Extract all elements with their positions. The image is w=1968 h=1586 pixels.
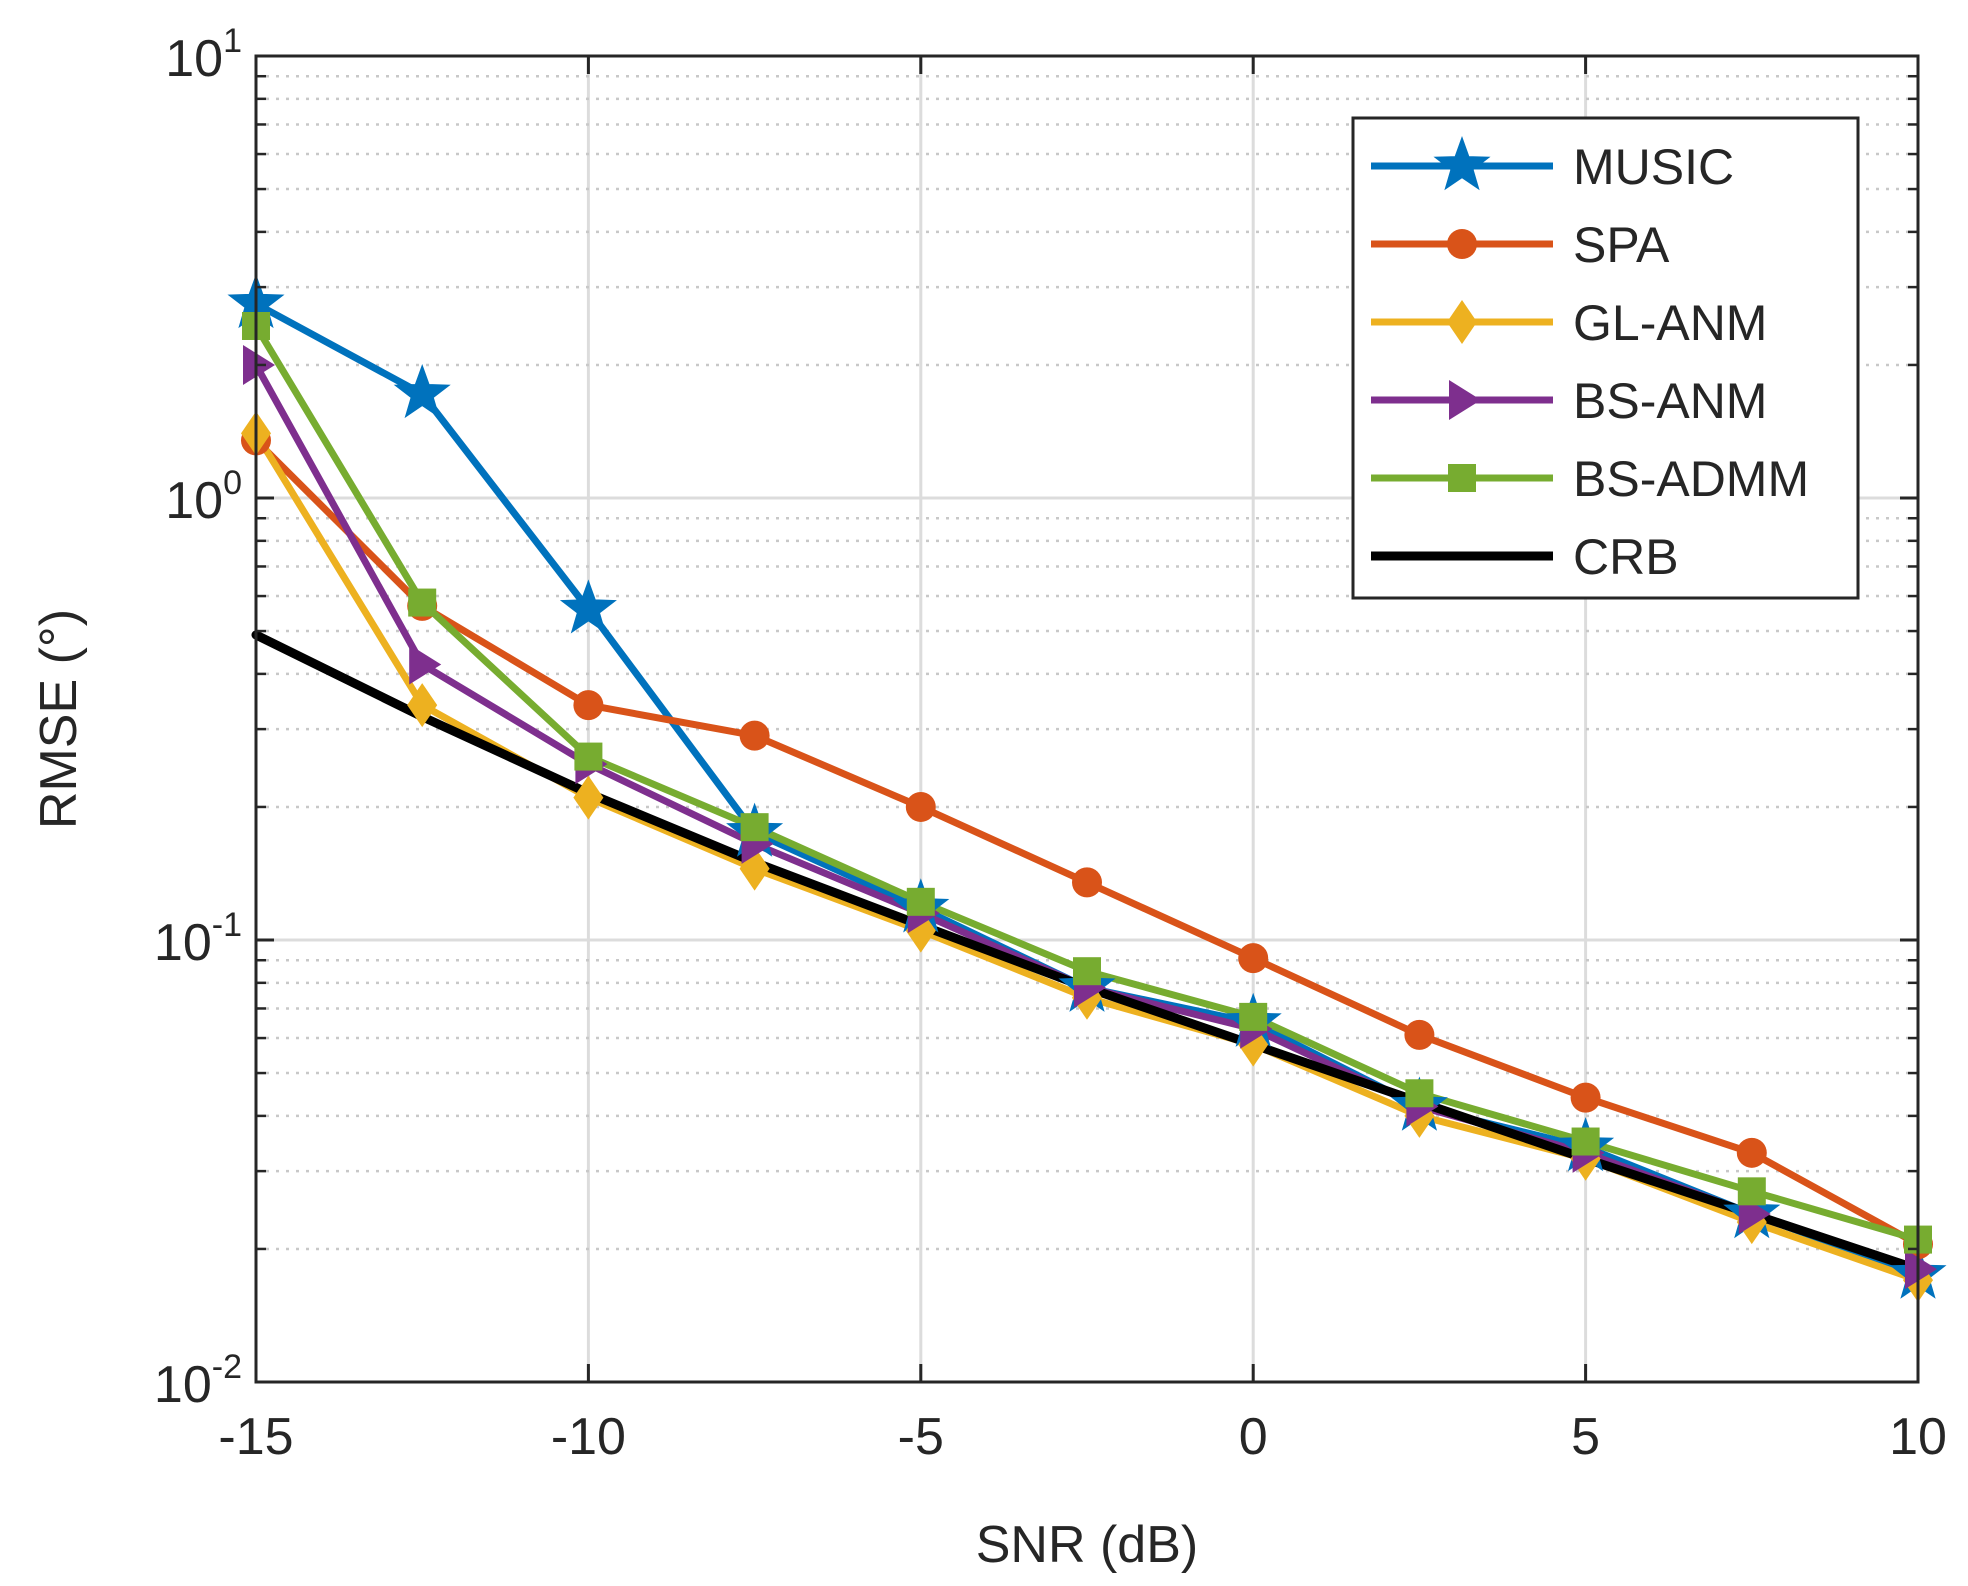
y-tick-label: 10-2 [154, 1348, 242, 1414]
axis-ticks [254, 54, 1920, 1384]
y-axis-label-text: RMSE ( [30, 646, 88, 829]
x-tick-label: 0 [1239, 1408, 1268, 1466]
data-point-spa [905, 791, 936, 822]
legend-label-bs-admm: BS-ADMM [1573, 451, 1809, 507]
data-point-spa [1404, 1019, 1435, 1050]
data-point-bs-admm [1571, 1127, 1600, 1156]
data-point-gl-anm [573, 775, 604, 820]
legend-label-bs-anm: BS-ANM [1573, 373, 1767, 429]
data-point-gl-anm [407, 683, 438, 728]
legend-marker-spa [1447, 229, 1477, 259]
data-point-bs-admm [1405, 1079, 1434, 1108]
y-axis-label-unit: ° [30, 626, 88, 647]
data-point-music [393, 363, 451, 419]
legend-box [1351, 116, 1860, 600]
data-point-bs-admm [906, 887, 935, 916]
legend-label-crb: CRB [1573, 529, 1679, 585]
data-point-bs-admm [574, 742, 603, 771]
data-point-spa [573, 690, 604, 721]
data-point-spa [1072, 867, 1102, 898]
legend-marker-bs-anm [1449, 380, 1481, 420]
y-axis-label: RMSE (°) [30, 609, 88, 829]
legend-label-gl-anm: GL-ANM [1573, 295, 1767, 351]
data-point-bs-admm [1737, 1177, 1766, 1206]
x-axis-label: SNR (dB) [976, 1516, 1198, 1574]
data-point-spa [1238, 943, 1269, 974]
data-point-spa [739, 720, 770, 751]
tick-labels: -15 -10 -5 0 5 10 101 100 10-1 10-2 [154, 22, 1947, 1466]
legend-marker-music [1433, 136, 1491, 191]
data-point-bs-admm [1073, 957, 1101, 986]
y-tick-label: 10-1 [154, 906, 242, 972]
x-tick-label: -5 [898, 1408, 944, 1466]
x-tick-label: -15 [218, 1408, 293, 1466]
x-tick-label: -10 [551, 1408, 626, 1466]
legend-marker-bs-admm [1448, 464, 1476, 492]
data-point-bs-admm [1239, 1002, 1268, 1031]
data-point-music [559, 579, 617, 634]
data-point-bs-admm [740, 813, 769, 842]
axes-box [254, 54, 1920, 1384]
y-axis-label-close: ) [30, 609, 88, 626]
data-point-spa [1570, 1082, 1601, 1113]
legend: MUSIC SPA GL-ANM BS-ANM BS-ADMM CRB [1351, 116, 1860, 600]
y-tick-label: 101 [165, 22, 242, 88]
data-point-bs-anm [1905, 1249, 1937, 1290]
legend-label-music: MUSIC [1573, 139, 1734, 195]
data-point-bs-admm [408, 588, 437, 617]
y-tick-label: 100 [165, 464, 242, 530]
legend-marker-gl-anm [1447, 300, 1477, 344]
x-tick-label: 5 [1571, 1408, 1600, 1466]
x-tick-label: 10 [1889, 1408, 1947, 1466]
legend-label-spa: SPA [1573, 217, 1670, 273]
data-point-bs-anm [409, 644, 442, 685]
data-point-spa [1736, 1137, 1767, 1168]
